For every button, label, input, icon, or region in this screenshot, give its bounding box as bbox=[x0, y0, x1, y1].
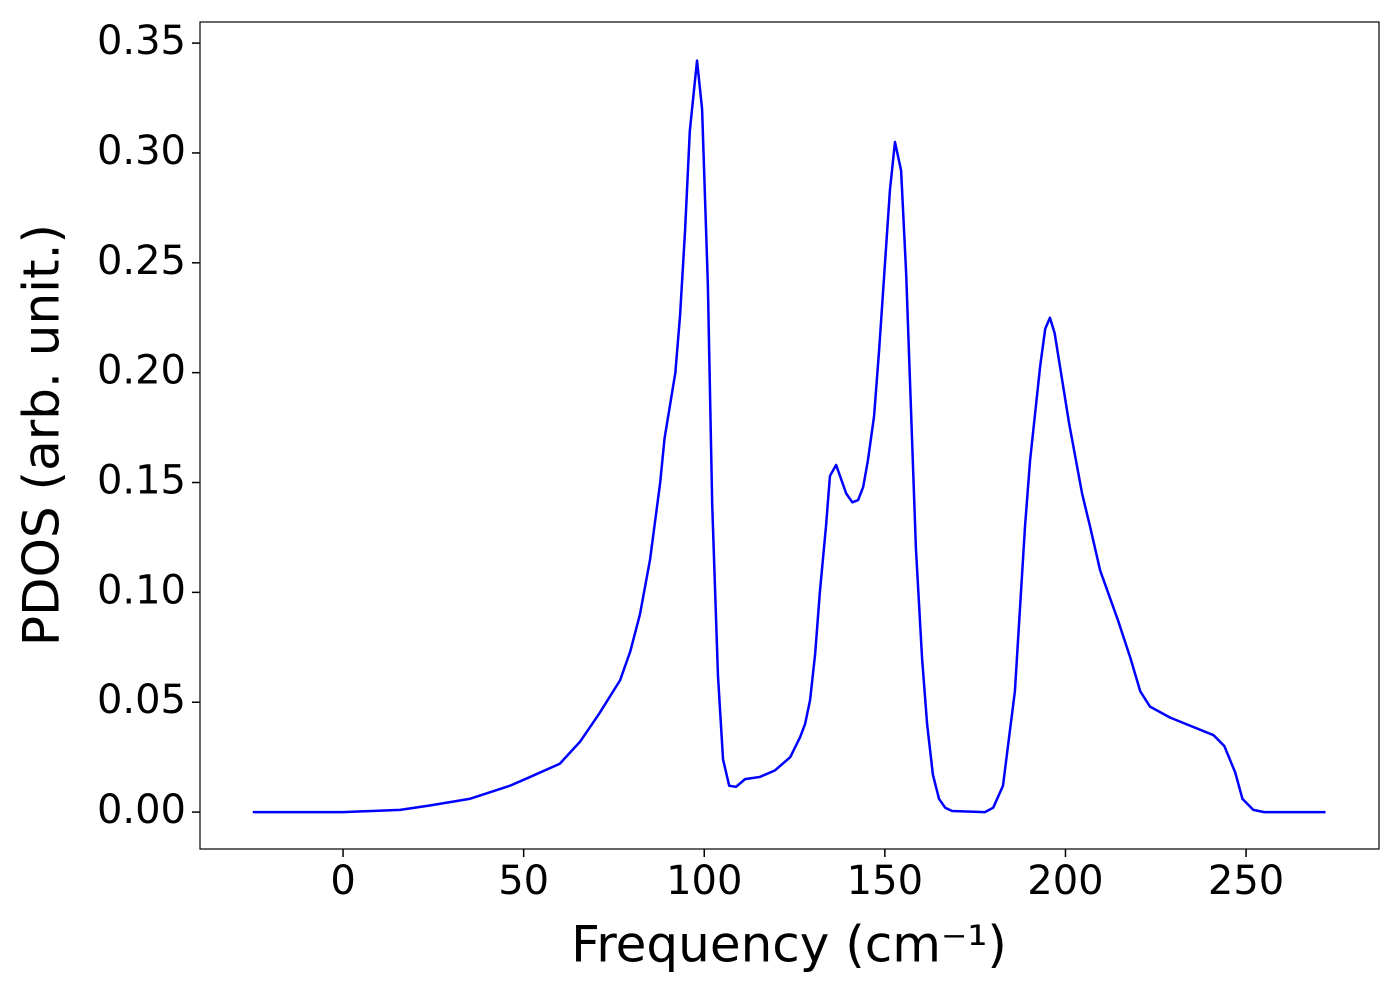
x-tick-label: 50 bbox=[498, 858, 549, 904]
x-tick-label: 200 bbox=[1027, 858, 1103, 904]
y-tick-label: 0.35 bbox=[97, 18, 186, 64]
y-tick-label: 0.20 bbox=[97, 348, 186, 394]
x-axis-label: Frequency (cm⁻¹) bbox=[571, 916, 1007, 974]
x-tick-label: 150 bbox=[847, 858, 923, 904]
x-tick-label: 0 bbox=[330, 858, 355, 904]
plot-frame bbox=[199, 21, 1380, 850]
data-line bbox=[252, 59, 1326, 814]
x-tick-label: 250 bbox=[1208, 858, 1284, 904]
y-tick-label: 0.00 bbox=[97, 787, 186, 833]
y-tick-label: 0.30 bbox=[97, 128, 186, 174]
y-tick-label: 0.10 bbox=[97, 567, 186, 613]
y-tick-label: 0.25 bbox=[97, 238, 186, 284]
y-tick-label: 0.05 bbox=[97, 677, 186, 723]
y-axis-label: PDOS (arb. unit.) bbox=[13, 224, 71, 646]
y-tick-label: 0.15 bbox=[97, 458, 186, 504]
x-tick-label: 100 bbox=[666, 858, 742, 904]
